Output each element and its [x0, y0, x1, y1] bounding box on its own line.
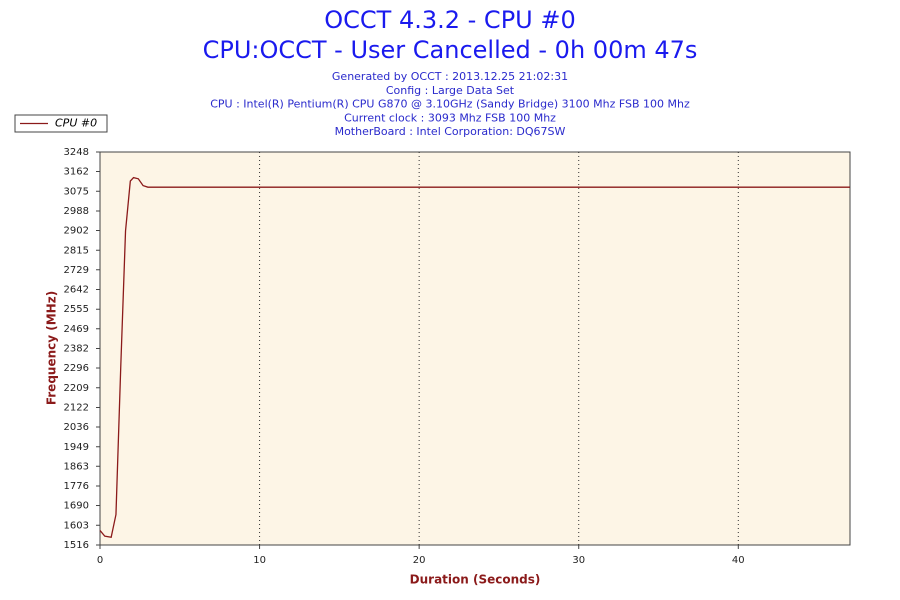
x-tick-label: 40 — [732, 555, 745, 566]
y-tick-label: 1516 — [64, 540, 89, 551]
info-line: Current clock : 3093 Mhz FSB 100 Mhz — [344, 111, 556, 124]
y-tick-label: 3248 — [64, 147, 89, 158]
y-tick-label: 2209 — [64, 383, 89, 394]
y-tick-label: 3075 — [64, 186, 89, 197]
legend-label: CPU #0 — [55, 117, 97, 130]
chart-title: OCCT 4.3.2 - CPU #0 — [324, 6, 575, 34]
legend — [14, 114, 108, 133]
x-axis-label: Duration (Seconds) — [410, 573, 541, 587]
x-tick-label: 20 — [413, 555, 426, 566]
y-tick-label: 1949 — [64, 442, 89, 453]
y-tick-label: 1863 — [64, 461, 89, 472]
x-tick-label: 30 — [572, 555, 585, 566]
x-tick-label: 0 — [97, 555, 103, 566]
series-line — [99, 176, 850, 539]
y-tick-label: 2382 — [64, 344, 89, 355]
plot-area — [99, 151, 851, 546]
info-line: MotherBoard : Intel Corporation: DQ67SW — [335, 125, 566, 138]
y-tick-label: 1776 — [64, 481, 89, 492]
y-tick-label: 3162 — [64, 167, 89, 178]
x-tick-label: 10 — [253, 555, 266, 566]
y-tick-label: 2729 — [64, 265, 89, 276]
y-tick-label: 2036 — [64, 422, 89, 433]
info-line: CPU : Intel(R) Pentium(R) CPU G870 @ 3.1… — [210, 98, 690, 111]
y-tick-label: 2815 — [64, 245, 89, 256]
y-axis-label: Frequency (MHz) — [45, 291, 59, 405]
y-tick-label: 2469 — [64, 324, 89, 335]
y-tick-label: 2642 — [64, 285, 89, 296]
y-tick-label: 2555 — [64, 304, 89, 315]
chart-subtitle: CPU:OCCT - User Cancelled - 0h 00m 47s — [203, 36, 698, 64]
y-tick-label: 2296 — [64, 363, 89, 374]
y-tick-label: 1690 — [64, 501, 89, 512]
y-tick-label: 2902 — [64, 226, 89, 237]
y-tick-label: 1603 — [64, 520, 89, 531]
info-line: Generated by OCCT : 2013.12.25 21:02:31 — [332, 70, 568, 83]
y-tick-label: 2988 — [64, 206, 89, 217]
y-tick-label: 2122 — [64, 402, 89, 413]
info-line: Config : Large Data Set — [386, 84, 515, 97]
